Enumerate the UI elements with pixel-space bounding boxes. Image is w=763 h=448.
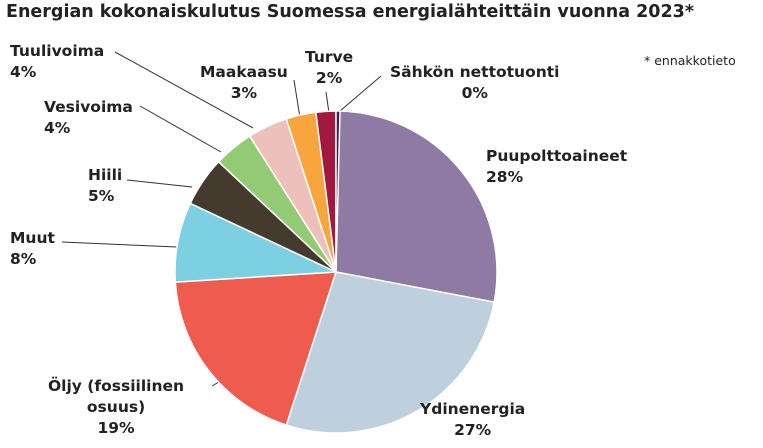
leader-line-6: [114, 51, 254, 129]
chart-footnote: * ennakkotieto: [644, 53, 736, 68]
slice-label-text: osuus): [86, 398, 146, 416]
slice-label-text: Puupolttoaineet: [486, 147, 628, 165]
leader-line-7: [293, 79, 301, 119]
slice-label-text: Maakaasu: [200, 63, 288, 81]
chart-title: Energian kokonaiskulutus Suomessa energi…: [6, 2, 694, 22]
slice-label-text: Turve: [305, 48, 354, 66]
slice-label-7: Maakaasu 3%: [200, 62, 288, 104]
pie-slice-2: [174, 271, 338, 427]
slice-label-text: Muut: [10, 229, 55, 247]
pie-slice-1: [285, 271, 496, 434]
slice-label-text: Tuulivoima: [10, 42, 105, 60]
leader-line-9: [339, 75, 382, 112]
pie-slices: [174, 110, 498, 434]
slice-label-3: Muut 8%: [10, 228, 55, 270]
slice-value-label: 5%: [88, 187, 115, 205]
leader-lines: [61, 51, 382, 387]
slice-label-5: Vesivoima 4%: [44, 97, 133, 139]
slice-label-4: Hiili 5%: [88, 165, 122, 207]
slice-value-label: 3%: [230, 84, 258, 102]
slice-label-2: Öljy (fossiilinen osuus) 19%: [48, 376, 184, 439]
leader-line-4: [126, 179, 193, 188]
slice-label-text: Öljy (fossiilinen: [48, 377, 185, 395]
pie-slice-9: [335, 110, 341, 273]
slice-label-1: Ydinenergia 27%: [420, 399, 525, 441]
slice-value-label: 0%: [461, 84, 488, 102]
slice-value-label: 4%: [10, 63, 37, 81]
slice-label-text: Ydinenergia: [420, 400, 526, 418]
slice-value-label: 2%: [315, 69, 343, 87]
leader-line-5: [139, 105, 222, 153]
leader-line-8: [325, 91, 330, 114]
slice-value-label: 8%: [10, 250, 37, 268]
slice-label-6: Tuulivoima 4%: [10, 41, 104, 83]
slice-label-text: Vesivoima: [44, 98, 133, 116]
leader-line-3: [61, 241, 178, 248]
slice-label-8: Turve 2%: [305, 47, 353, 89]
slice-label-text: Sähkön nettotuonti: [390, 63, 560, 81]
slice-value-label: 19%: [97, 419, 135, 437]
slice-label-0: Puupolttoaineet 28%: [486, 146, 627, 188]
pie-slice-0: [335, 110, 498, 304]
slice-label-text: Hiili: [88, 166, 123, 184]
slice-value-label: 27%: [454, 421, 492, 439]
slice-value-label: 4%: [44, 119, 71, 137]
slice-value-label: 28%: [486, 168, 524, 186]
slice-label-9: Sähkön nettotuonti 0%: [390, 62, 560, 104]
